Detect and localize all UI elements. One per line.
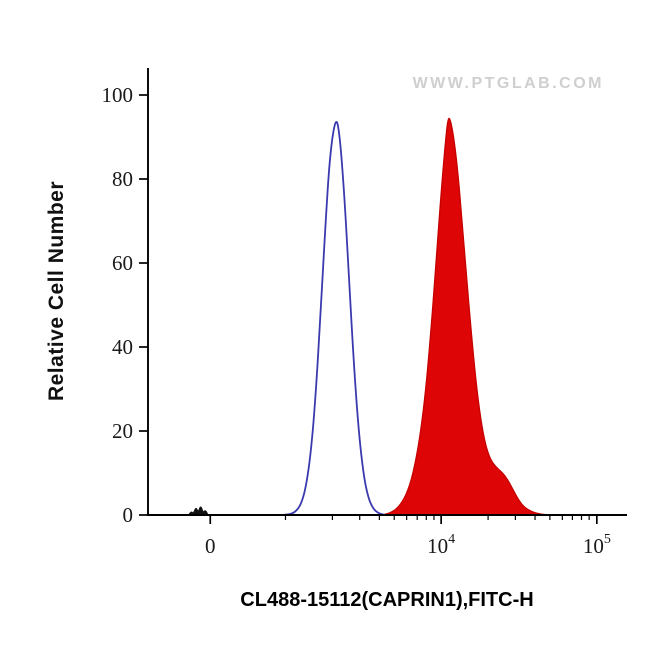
y-tick-label: 0 [123,503,134,527]
y-tick-label: 60 [112,251,133,275]
x-tick-label: 0 [205,534,216,558]
y-tick-label: 40 [112,335,133,359]
watermark: WWW.PTGLAB.COM [412,75,604,92]
baseline-debris-spikes [188,506,209,516]
y-axis-title: Relative Cell Number [45,180,68,402]
y-tick-label: 100 [102,83,134,107]
x-axis-title: CL488-15112(CAPRIN1),FITC-H [240,589,534,611]
x-tick-label: 105 [583,532,611,558]
y-tick-label: 80 [112,167,133,191]
caprin1-stained-filled-histogram [382,117,551,516]
x-tick-label: 104 [427,532,455,558]
y-tick-label: 20 [112,419,133,443]
control-open-histogram [281,121,389,516]
